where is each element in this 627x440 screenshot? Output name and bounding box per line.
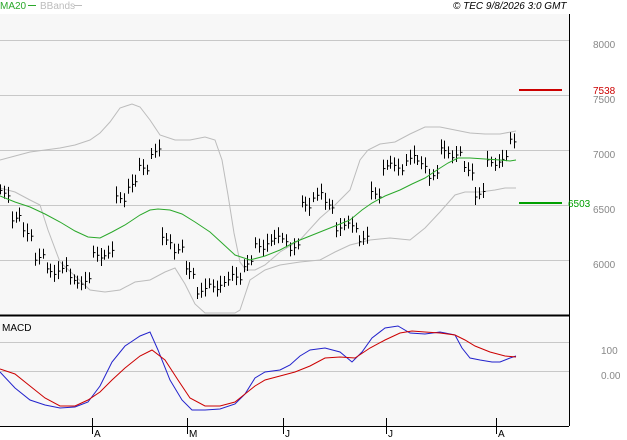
resistance-label: 7538 xyxy=(593,86,616,97)
y-tick-label: 6500 xyxy=(593,205,616,216)
price-bars xyxy=(0,132,517,299)
bbands-upper-line xyxy=(0,103,517,271)
x-tick-label: J xyxy=(285,429,290,440)
price-grid xyxy=(0,40,569,261)
x-tick-label: J xyxy=(388,429,393,440)
y-tick-label: 8000 xyxy=(593,40,616,51)
copyright-text: © TEC 9/8/2026 3:0 GMT xyxy=(453,1,567,12)
macd-panel-label: MACD xyxy=(2,323,31,334)
macd-grid xyxy=(0,342,569,372)
x-tick-label: A xyxy=(498,429,505,440)
y-tick-label: 7000 xyxy=(593,150,616,161)
x-tick-label: A xyxy=(94,429,101,440)
ma20-legend: MA20 xyxy=(0,1,27,12)
y-tick-label: 7500 xyxy=(593,95,616,106)
signal-line xyxy=(0,330,517,407)
macd-y-tick-label: 0.00 xyxy=(601,371,621,382)
price-panel-bg xyxy=(0,14,569,316)
support-label: 6503 xyxy=(568,199,591,210)
ma20-line xyxy=(0,157,517,261)
y-tick-label: 6000 xyxy=(593,260,616,271)
x-axis-ticks xyxy=(92,418,497,434)
x-tick-label: M xyxy=(189,429,197,440)
bbands-legend: BBands xyxy=(40,1,75,12)
macd-y-tick-label: 100 xyxy=(601,346,618,357)
